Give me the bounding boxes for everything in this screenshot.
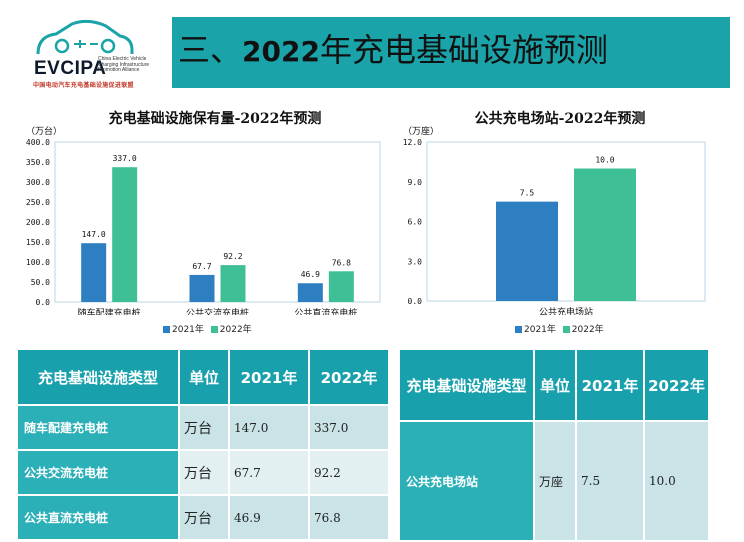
chart2-legend: 2021年 2022年 — [515, 322, 604, 335]
row-type: 公共交流充电桩 — [16, 449, 180, 496]
row-2021: 67.7 — [228, 449, 310, 496]
chart1-title: 充电基础设施保有量-2022年预测 — [108, 111, 322, 127]
row-2022: 337.0 — [308, 404, 390, 451]
bar-2022年 — [112, 167, 138, 302]
header-2022: 2022年 — [308, 348, 390, 406]
chart2-plot: 0.0 3.0 6.0 9.0 12.0 7.5 10.0 公共充电场站 — [403, 138, 706, 315]
y-tick-label: 250.0 — [26, 198, 50, 207]
row-2021: 7.5 — [575, 420, 645, 542]
table-charging-infrastructure: 充电基础设施类型 单位 2021年 2022年 随车配建充电桩 万台 147.0… — [16, 348, 390, 541]
legend-swatch-2022 — [210, 326, 218, 333]
data-label: 46.9 — [301, 270, 320, 279]
title-year: 2022 — [242, 35, 320, 68]
y-tick-label: 50.0 — [31, 278, 50, 287]
chart1-legend: 2021年 2022年 — [163, 322, 252, 335]
y-tick-label: 350.0 — [26, 158, 50, 167]
row-unit: 万座 — [533, 420, 577, 542]
chart2-title: 公共充电场站-2022年预测 — [474, 111, 646, 127]
table-header-row: 充电基础设施类型 单位 2021年 2022年 — [398, 348, 710, 422]
header-2022: 2022年 — [643, 348, 710, 422]
row-type: 随车配建充电桩 — [16, 404, 180, 451]
logo-chinese-name: 中国电动汽车充电基础设施促进联盟 — [33, 82, 134, 89]
y-tick-label: 3.0 — [408, 257, 423, 266]
y-tick-label: 9.0 — [408, 178, 423, 187]
table-public-charging-stations: 充电基础设施类型 单位 2021年 2022年 公共充电场站 万座 7.5 10… — [398, 348, 710, 542]
page-title: 三、2022年充电基础设施预测 — [178, 25, 608, 71]
data-label: 76.8 — [332, 258, 351, 267]
bar-2021年 — [81, 243, 107, 302]
legend-label-2021: 2021年 — [172, 325, 204, 335]
legend-label-2021: 2021年 — [524, 325, 556, 335]
row-2021: 46.9 — [228, 494, 310, 541]
plot-area — [426, 141, 706, 302]
bar-2022年 — [220, 265, 246, 302]
y-tick-label: 6.0 — [408, 218, 423, 227]
chart1-unit: （万台） — [26, 127, 63, 137]
y-tick-label: 100.0 — [26, 258, 50, 267]
legend-label-2022: 2022年 — [571, 325, 604, 335]
logo-name: EVCIPA — [34, 58, 107, 79]
legend-label-2022: 2022年 — [219, 325, 252, 335]
bar-2021年 — [297, 283, 323, 302]
header-type: 充电基础设施类型 — [16, 348, 180, 406]
row-type: 公共充电场站 — [398, 420, 535, 542]
row-unit: 万台 — [178, 404, 230, 451]
row-type: 公共直流充电桩 — [16, 494, 180, 541]
chart1-plot: 0.0 50.0 100.0 150.0 200.0 250.0 300.0 350.0 400… — [26, 138, 381, 315]
data-label: 7.5 — [520, 189, 535, 198]
legend-swatch-2021 — [163, 326, 170, 333]
bar-2021年 — [496, 201, 558, 301]
legend-swatch-2022 — [562, 326, 570, 333]
evcipa-logo — [36, 19, 134, 55]
header-2021: 2021年 — [228, 348, 310, 406]
row-2022: 92.2 — [308, 449, 390, 496]
row-2022: 76.8 — [308, 494, 390, 541]
table-row: 公共充电场站 万座 7.5 10.0 — [398, 420, 710, 542]
table-row: 随车配建充电桩 万台 147.0 337.0 — [16, 404, 390, 451]
header-2021: 2021年 — [575, 348, 645, 422]
data-label: 337.0 — [113, 154, 137, 163]
legend-swatch-2021 — [515, 326, 522, 333]
data-label: 67.7 — [192, 262, 211, 271]
table-row: 公共交流充电桩 万台 67.7 92.2 — [16, 449, 390, 496]
logo-subtitle: China Electric Vehicle Charging Infrastr… — [98, 56, 150, 73]
data-label: 10.0 — [595, 156, 614, 165]
plot-area — [54, 141, 381, 303]
data-label: 92.2 — [223, 252, 242, 261]
row-2022: 10.0 — [643, 420, 710, 542]
title-suffix: 年充电基础设施预测 — [319, 31, 608, 69]
bar-2022年 — [574, 168, 636, 301]
table-header-row: 充电基础设施类型 单位 2021年 2022年 — [16, 348, 390, 406]
row-2021: 147.0 — [228, 404, 310, 451]
y-tick-label: 400.0 — [26, 138, 50, 147]
chart2-unit: （万座） — [403, 127, 440, 137]
x-tick-label: 公共直流充电桩 — [294, 307, 357, 315]
row-unit: 万台 — [178, 494, 230, 541]
x-tick-label: 公共充电场站 — [539, 306, 593, 315]
y-tick-label: 0.0 — [36, 298, 51, 307]
row-unit: 万台 — [178, 449, 230, 496]
data-label: 147.0 — [82, 230, 106, 239]
title-prefix: 三、 — [178, 31, 243, 69]
y-tick-label: 200.0 — [26, 218, 50, 227]
header-type: 充电基础设施类型 — [398, 348, 535, 422]
y-tick-label: 0.0 — [408, 297, 423, 306]
x-tick-label: 随车配建充电桩 — [78, 307, 141, 315]
bar-2022年 — [328, 271, 354, 302]
header-unit: 单位 — [178, 348, 230, 406]
table-row: 公共直流充电桩 万台 46.9 76.8 — [16, 494, 390, 541]
y-tick-label: 12.0 — [403, 138, 422, 147]
bar-2021年 — [189, 274, 215, 302]
x-tick-label: 公共交流充电桩 — [186, 307, 249, 315]
title-banner — [172, 17, 730, 88]
header-unit: 单位 — [533, 348, 577, 422]
y-tick-label: 150.0 — [26, 238, 50, 247]
y-tick-label: 300.0 — [26, 178, 50, 187]
